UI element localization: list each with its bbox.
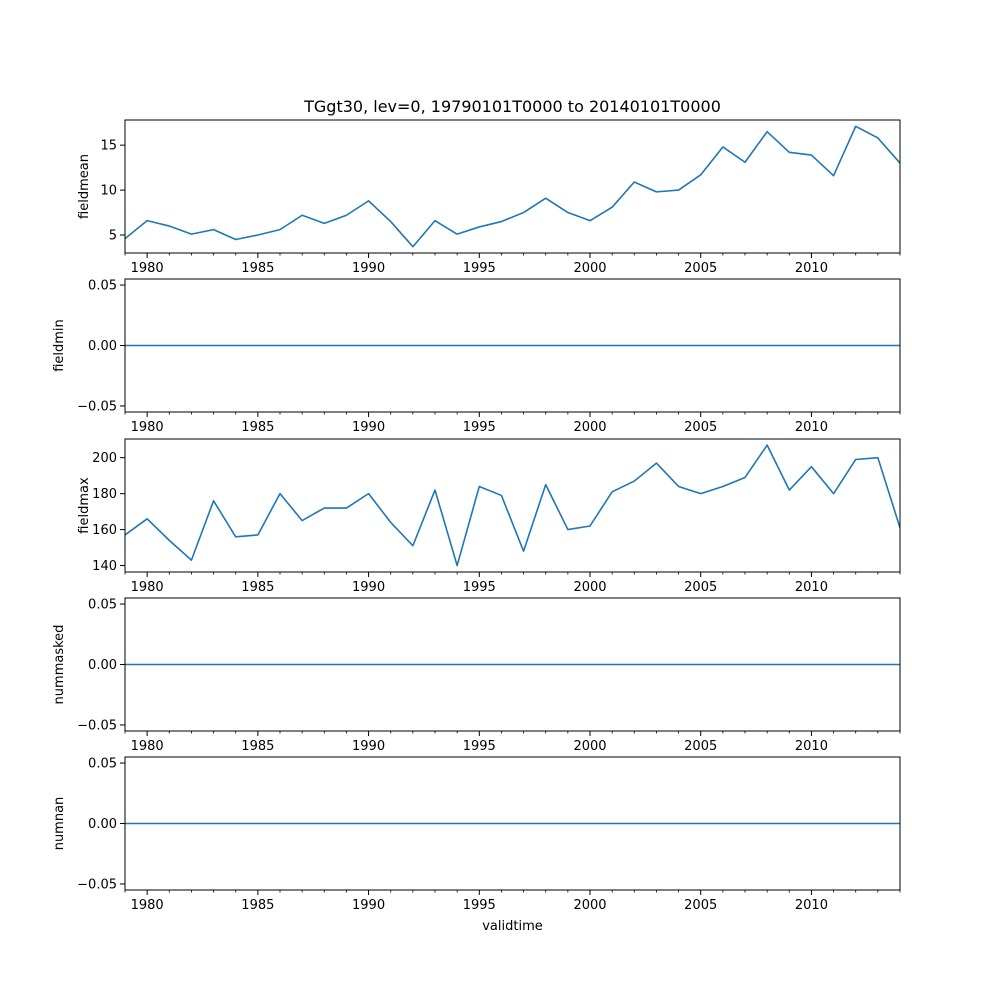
x-tick-label-2000: 2000 bbox=[573, 739, 606, 754]
x-tick-label-1995: 1995 bbox=[463, 261, 496, 276]
y-tick-label-fieldmin-0: −0.05 bbox=[77, 399, 117, 414]
y-tick-label-fieldmean-1: 10 bbox=[100, 184, 117, 199]
y-tick-label-fieldmean-2: 15 bbox=[100, 139, 117, 154]
x-tick-label-2000: 2000 bbox=[573, 580, 606, 595]
subplot-fieldmax: 1980 1985 1990 1995 2000 2005 2010 140 160 180 200… bbox=[77, 438, 901, 595]
axes-frame-fieldmean bbox=[124, 119, 901, 254]
x-tick-label-1985: 1985 bbox=[241, 580, 274, 595]
y-axis-label-fieldmean: fieldmean bbox=[77, 154, 92, 219]
x-axis-label: validtime bbox=[482, 919, 543, 934]
y-axis-label-nummasked: nummasked bbox=[52, 625, 67, 705]
x-tick-label-1980: 1980 bbox=[131, 898, 164, 913]
x-tick-label-1990: 1990 bbox=[352, 739, 385, 754]
y-tick-label-fieldmax-2: 180 bbox=[92, 487, 117, 502]
x-tick-label-1985: 1985 bbox=[241, 420, 274, 435]
x-tick-label-2010: 2010 bbox=[795, 261, 828, 276]
x-tick-label-2010: 2010 bbox=[795, 739, 828, 754]
subplot-nummasked: 1980 1985 1990 1995 2000 2005 2010 −0.05 0.00 0.0… bbox=[52, 597, 901, 754]
y-tick-label-nummasked-0: −0.05 bbox=[77, 718, 117, 733]
x-tick-label-2005: 2005 bbox=[684, 898, 717, 913]
x-tick-label-1980: 1980 bbox=[131, 739, 164, 754]
y-tick-label-fieldmax-0: 140 bbox=[92, 559, 117, 574]
x-tick-label-1990: 1990 bbox=[352, 580, 385, 595]
y-tick-label-nummasked-1: 0.00 bbox=[88, 658, 117, 673]
y-tick-label-numnan-2: 0.05 bbox=[88, 757, 117, 772]
x-tick-label-1990: 1990 bbox=[352, 420, 385, 435]
x-tick-label-1995: 1995 bbox=[463, 898, 496, 913]
y-tick-label-numnan-1: 0.00 bbox=[88, 817, 117, 832]
x-tick-label-1985: 1985 bbox=[241, 739, 274, 754]
x-tick-label-2010: 2010 bbox=[795, 580, 828, 595]
x-tick-label-1995: 1995 bbox=[463, 420, 496, 435]
x-tick-label-2000: 2000 bbox=[573, 898, 606, 913]
y-tick-label-fieldmin-1: 0.00 bbox=[88, 339, 117, 354]
x-tick-label-2005: 2005 bbox=[684, 420, 717, 435]
y-tick-label-numnan-0: −0.05 bbox=[77, 877, 117, 892]
x-tick-label-1985: 1985 bbox=[241, 261, 274, 276]
x-tick-label-2000: 2000 bbox=[573, 420, 606, 435]
x-tick-label-1990: 1990 bbox=[352, 898, 385, 913]
y-axis-label-fieldmax: fieldmax bbox=[77, 477, 92, 534]
x-tick-label-2005: 2005 bbox=[684, 580, 717, 595]
axes-frame-fieldmax bbox=[124, 438, 901, 573]
x-tick-label-2000: 2000 bbox=[573, 261, 606, 276]
x-tick-label-2005: 2005 bbox=[684, 261, 717, 276]
x-tick-label-2010: 2010 bbox=[795, 898, 828, 913]
x-tick-label-1995: 1995 bbox=[463, 580, 496, 595]
subplot-numnan: 1980 1985 1990 1995 2000 2005 2010 −0.05 0.00 0.0… bbox=[52, 756, 901, 913]
x-tick-label-1995: 1995 bbox=[463, 739, 496, 754]
x-tick-label-1980: 1980 bbox=[131, 261, 164, 276]
y-tick-label-fieldmax-1: 160 bbox=[92, 523, 117, 538]
x-tick-label-2005: 2005 bbox=[684, 739, 717, 754]
x-tick-label-2010: 2010 bbox=[795, 420, 828, 435]
subplots: 1980 1985 1990 1995 2000 2005 2010 5 10 15 fieldme… bbox=[52, 119, 901, 913]
series-line-fieldmax bbox=[125, 444, 900, 567]
x-tick-label-1990: 1990 bbox=[352, 261, 385, 276]
subplot-fieldmean: 1980 1985 1990 1995 2000 2005 2010 5 10 15 fieldme… bbox=[77, 119, 901, 276]
x-tick-label-1980: 1980 bbox=[131, 580, 164, 595]
y-tick-label-fieldmax-3: 200 bbox=[92, 451, 117, 466]
y-tick-label-nummasked-2: 0.05 bbox=[88, 598, 117, 613]
x-tick-label-1980: 1980 bbox=[131, 420, 164, 435]
x-tick-label-1985: 1985 bbox=[241, 898, 274, 913]
chart-title: TGgt30, lev=0, 19790101T0000 to 20140101… bbox=[303, 97, 721, 116]
y-axis-label-fieldmin: fieldmin bbox=[52, 319, 67, 372]
y-tick-label-fieldmean-0: 5 bbox=[109, 229, 117, 244]
y-axis-label-numnan: numnan bbox=[52, 797, 67, 851]
y-tick-label-fieldmin-2: 0.05 bbox=[88, 279, 117, 294]
subplot-fieldmin: 1980 1985 1990 1995 2000 2005 2010 −0.05 0.00 0.0… bbox=[52, 278, 901, 435]
series-line-fieldmean bbox=[125, 125, 900, 248]
